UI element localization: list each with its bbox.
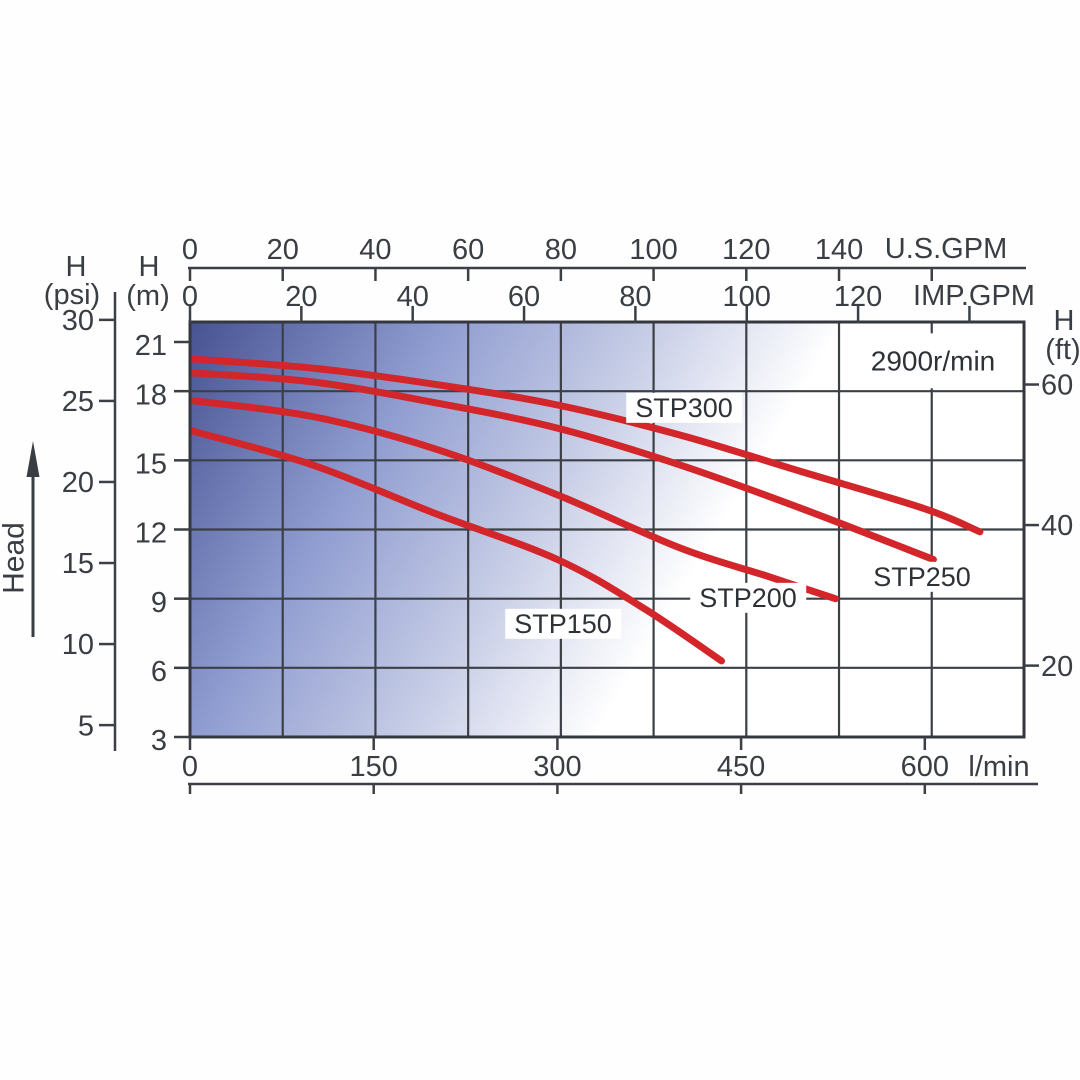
lmin-tick-label: 0 (182, 751, 198, 783)
psi-tick-label: 20 (62, 467, 94, 499)
axis-m: 21 18 15 12 9 6 3 (135, 330, 190, 757)
m-tick-label: 21 (135, 330, 167, 362)
impgpm-tick-label: 100 (723, 281, 771, 313)
impgpm-tick-label: 40 (397, 281, 429, 313)
m-tick-label: 15 (135, 448, 167, 480)
ft-tick-label: 60 (1041, 370, 1073, 402)
head-axis-label: Head (0, 522, 31, 594)
lmin-tick-label: 450 (717, 751, 765, 783)
ft-axis-title: H (1053, 304, 1075, 337)
psi-tick-label: 15 (62, 548, 94, 580)
ft-axis-unit: (ft) (1045, 333, 1080, 366)
axis-us-gpm: 0 20 40 60 80 100 120 140 (182, 234, 1026, 281)
m-tick-label: 6 (151, 656, 167, 688)
ft-tick-label: 40 (1041, 510, 1073, 542)
usgpm-tick-label: 80 (545, 234, 577, 266)
impgpm-tick-label: 0 (182, 281, 198, 313)
usgpm-axis-unit: U.S.GPM (884, 232, 1008, 265)
m-tick-label: 3 (151, 725, 167, 757)
usgpm-tick-label: 20 (267, 234, 299, 266)
curve-label-stp200: STP200 (690, 582, 806, 614)
impgpm-tick-label: 80 (619, 281, 651, 313)
curve-label-stp300: STP300 (626, 392, 742, 424)
lmin-tick-label: 150 (350, 751, 398, 783)
curve-label-stp250: STP250 (864, 561, 980, 593)
usgpm-tick-label: 140 (815, 234, 863, 266)
axis-ft: 60 40 20 (1024, 370, 1073, 683)
speed-annotation: 2900r/min (844, 333, 1022, 389)
m-axis-unit: (m) (126, 279, 170, 312)
curve-stp200 (190, 396, 839, 603)
axis-l-min: 0 150 300 450 600 (182, 737, 1038, 794)
axis-imp-gpm: 0 20 40 60 80 100 120 (182, 281, 971, 323)
curve-stp150 (190, 426, 725, 665)
usgpm-tick-label: 120 (722, 234, 770, 266)
lmin-tick-label: 300 (533, 751, 581, 783)
ft-tick-label: 20 (1041, 651, 1073, 683)
psi-tick-label: 10 (62, 629, 94, 661)
lmin-tick-label: 600 (901, 751, 949, 783)
lmin-axis-unit: l/min (968, 750, 1030, 783)
impgpm-tick-label: 60 (508, 281, 540, 313)
usgpm-tick-label: 0 (182, 234, 198, 266)
curve-stp300 (190, 355, 984, 536)
m-axis-title: H (138, 250, 160, 283)
psi-tick-label: 30 (62, 305, 94, 337)
psi-axis-title: H (65, 250, 87, 283)
impgpm-axis-unit: IMP.GPM (913, 279, 1035, 312)
arrow-up-icon (26, 441, 40, 477)
pump-curves (190, 355, 984, 665)
impgpm-tick-label: 120 (834, 281, 882, 313)
psi-tick-label: 25 (62, 386, 94, 418)
impgpm-tick-label: 20 (285, 281, 317, 313)
m-tick-label: 18 (135, 379, 167, 411)
psi-axis-unit: (psi) (43, 278, 101, 311)
usgpm-tick-label: 40 (359, 234, 391, 266)
curve-stp250 (190, 369, 937, 563)
m-tick-label: 9 (151, 587, 167, 619)
head-arrow (26, 441, 40, 637)
m-tick-label: 12 (135, 518, 167, 550)
usgpm-tick-label: 100 (629, 234, 677, 266)
curve-label-stp150: STP150 (505, 608, 621, 640)
psi-tick-label: 5 (78, 710, 94, 742)
axis-psi: 30 25 20 15 10 5 (62, 292, 117, 751)
usgpm-tick-label: 60 (452, 234, 484, 266)
